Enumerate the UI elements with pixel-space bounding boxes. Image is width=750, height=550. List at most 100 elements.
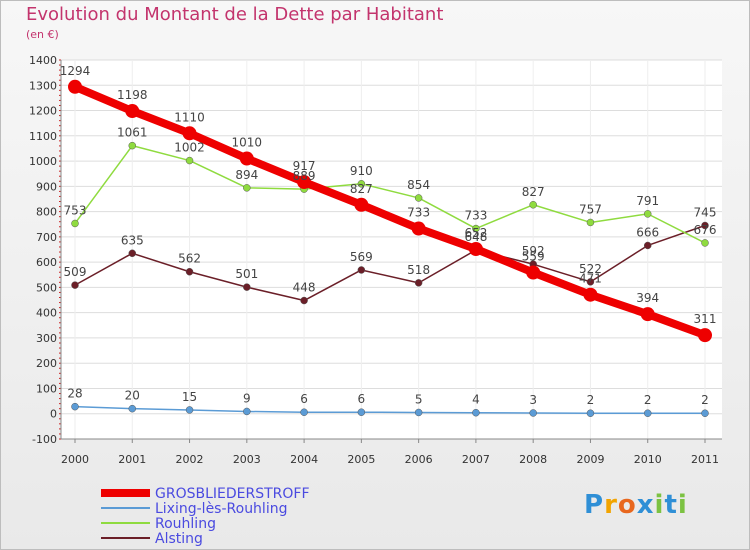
data-label: 745 <box>694 205 717 219</box>
data-label: 733 <box>407 206 430 220</box>
y-tick-label: 300 <box>36 332 57 345</box>
legend-label: Lixing-lès-Rouhling <box>155 501 287 517</box>
data-label: 28 <box>67 387 82 401</box>
data-point <box>468 241 483 256</box>
data-label: 1002 <box>174 141 205 155</box>
y-tick-label: 600 <box>36 256 57 269</box>
data-label: 4 <box>472 393 480 407</box>
data-label: 635 <box>121 233 144 247</box>
data-point <box>472 408 480 417</box>
data-label: 666 <box>636 225 659 239</box>
data-point <box>472 224 480 233</box>
y-tick-label: 200 <box>36 357 57 370</box>
logo-letter: o <box>617 490 637 520</box>
y-tick-label: 900 <box>36 180 57 193</box>
data-point <box>185 267 194 276</box>
data-point <box>128 404 137 413</box>
data-point <box>71 281 79 289</box>
data-point <box>414 194 423 202</box>
x-tick-label: 2002 <box>176 453 204 466</box>
data-point <box>357 266 366 274</box>
data-label: 20 <box>125 389 140 403</box>
data-point <box>586 218 595 227</box>
y-tick-label: 500 <box>36 281 57 294</box>
data-label: 791 <box>636 194 659 208</box>
data-label: 917 <box>293 159 316 173</box>
chart-subtitle: (en €) <box>26 28 59 41</box>
series-line <box>74 405 705 414</box>
data-point <box>300 296 308 305</box>
data-label: 6 <box>358 392 366 406</box>
y-tick-label: 0 <box>50 408 57 421</box>
data-label: 894 <box>235 168 258 182</box>
data-point <box>643 241 652 250</box>
data-label: 3 <box>529 393 537 407</box>
data-label: 2 <box>701 393 709 407</box>
y-tick-label: 100 <box>36 382 57 395</box>
data-label: 1294 <box>60 64 91 78</box>
data-label: 910 <box>350 164 373 178</box>
series-lines <box>68 79 712 417</box>
data-point <box>71 219 79 228</box>
data-label: 15 <box>182 390 197 404</box>
data-label: 648 <box>464 230 487 244</box>
plot-area <box>61 60 722 439</box>
data-point <box>586 409 595 417</box>
data-label: 394 <box>636 291 659 305</box>
data-point <box>128 249 137 258</box>
logo-letter: t <box>664 490 678 520</box>
data-point <box>701 239 709 247</box>
data-point <box>583 287 598 302</box>
y-tick-label: 1400 <box>29 54 57 67</box>
data-point <box>529 409 537 417</box>
x-tick-label: 2003 <box>233 453 261 466</box>
data-label: 652 <box>464 226 487 240</box>
x-tick-label: 2006 <box>405 453 433 466</box>
data-point <box>239 151 254 166</box>
data-point <box>128 141 137 150</box>
data-labels: 5096355625014485695186485925226667457531… <box>60 64 717 407</box>
data-label: 2 <box>644 393 652 407</box>
legend-label: GROSBLIEDERSTROFF <box>155 486 310 502</box>
logo-letter: x <box>636 490 655 520</box>
data-point <box>243 407 251 416</box>
data-label: 889 <box>293 169 316 183</box>
data-point <box>643 210 652 218</box>
data-point <box>185 156 194 165</box>
logo-letter: i <box>677 490 688 520</box>
data-point <box>125 104 140 119</box>
data-label: 733 <box>464 209 487 223</box>
data-label: 471 <box>579 272 602 286</box>
data-label: 518 <box>407 263 430 277</box>
y-tick-label: 1200 <box>29 105 57 118</box>
data-label: 592 <box>522 244 545 258</box>
logo-letter: P <box>584 490 605 520</box>
data-point <box>701 221 709 230</box>
y-tick-label: 400 <box>36 307 57 320</box>
axes: -100 0 100 200 300 400 500 600 700 800 900 1000 1100… <box>29 54 722 466</box>
data-label: 559 <box>522 249 545 263</box>
data-label: 1110 <box>174 110 205 124</box>
data-point <box>411 221 426 236</box>
data-label: 448 <box>293 281 316 295</box>
data-label: 2 <box>587 393 595 407</box>
proxiti-logo: Proxiti <box>584 490 688 520</box>
data-point <box>300 408 308 416</box>
legend-label: Alsting <box>155 531 203 547</box>
data-point <box>71 402 79 411</box>
data-label: 509 <box>64 265 87 279</box>
data-point <box>243 283 251 291</box>
logo-letter: i <box>654 490 665 520</box>
data-label: 757 <box>579 202 602 216</box>
chart-title: Evolution du Montant de la Dette par Hab… <box>26 4 444 25</box>
data-label: 753 <box>64 203 87 217</box>
series-line <box>74 144 706 244</box>
data-label: 501 <box>235 267 258 281</box>
data-label: 827 <box>522 185 545 199</box>
grid-lines <box>61 59 722 440</box>
data-point <box>185 406 194 414</box>
data-label: 1010 <box>232 136 263 150</box>
series-line <box>73 83 707 339</box>
data-label: 676 <box>694 223 717 237</box>
